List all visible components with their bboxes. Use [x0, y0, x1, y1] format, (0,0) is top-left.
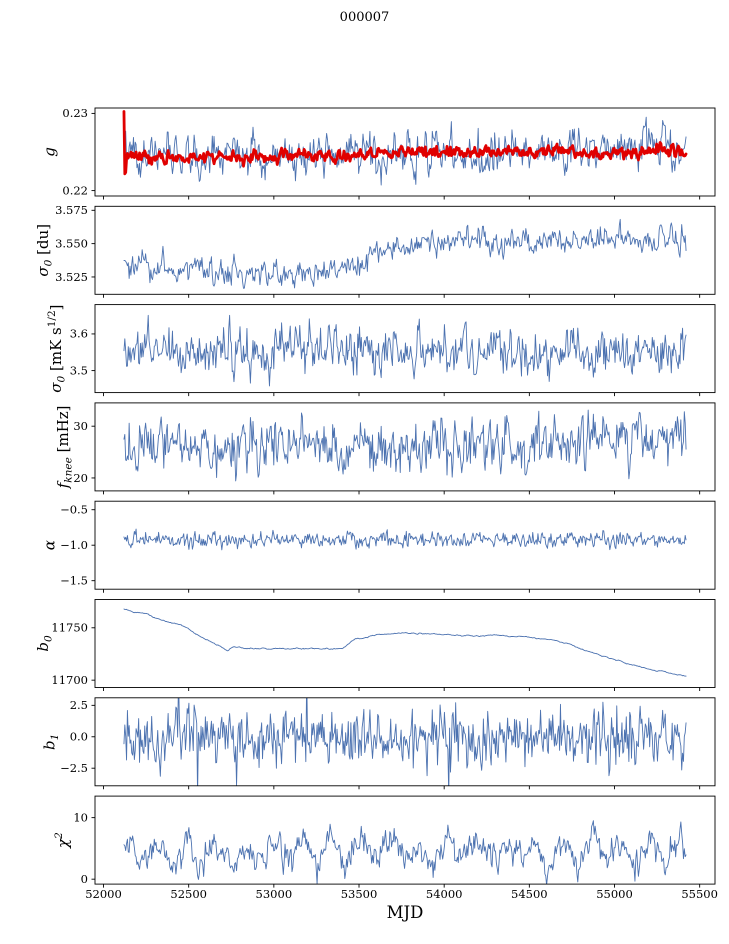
svg-text:χ2: χ2	[53, 832, 72, 849]
svg-text:53000: 53000	[256, 887, 293, 901]
svg-text:3.525: 3.525	[55, 270, 88, 284]
svg-text:2.5: 2.5	[70, 698, 88, 712]
svg-text:3.575: 3.575	[55, 203, 88, 217]
svg-text:54500: 54500	[511, 887, 548, 901]
svg-text:b1: b1	[41, 734, 62, 750]
svg-text:−1.0: −1.0	[60, 538, 88, 552]
figure-title: 000007	[339, 10, 390, 25]
svg-text:30: 30	[73, 419, 88, 433]
svg-text:0.0: 0.0	[70, 730, 88, 744]
svg-text:52500: 52500	[170, 887, 207, 901]
svg-text:20: 20	[73, 471, 88, 485]
svg-text:−0.5: −0.5	[60, 503, 88, 517]
svg-text:b0: b0	[34, 635, 55, 652]
svg-text:53500: 53500	[341, 887, 378, 901]
svg-text:3.6: 3.6	[70, 327, 88, 341]
svg-text:0.23: 0.23	[62, 106, 88, 120]
svg-text:54000: 54000	[426, 887, 463, 901]
svg-text:3.5: 3.5	[70, 363, 88, 377]
svg-text:−2.5: −2.5	[60, 761, 88, 775]
svg-text:10: 10	[73, 810, 88, 824]
svg-text:−1.5: −1.5	[60, 573, 88, 587]
svg-text:52000: 52000	[85, 887, 122, 901]
svg-text:σ0 [du]: σ0 [du]	[34, 224, 55, 277]
svg-text:11700: 11700	[51, 673, 88, 687]
svg-text:0.22: 0.22	[62, 183, 88, 197]
svg-text:3.550: 3.550	[55, 236, 88, 250]
svg-text:0: 0	[81, 872, 88, 886]
svg-text:11750: 11750	[51, 621, 88, 635]
svg-text:MJD: MJD	[387, 903, 424, 922]
svg-text:σ0 [mK s1/2]: σ0 [mK s1/2]	[46, 304, 67, 392]
svg-text:g: g	[41, 147, 59, 157]
svg-text:fknee [mHz]: fknee [mHz]	[54, 405, 75, 489]
svg-text:55500: 55500	[681, 887, 718, 901]
svg-text:55000: 55000	[596, 887, 633, 901]
svg-text:α: α	[41, 540, 59, 550]
